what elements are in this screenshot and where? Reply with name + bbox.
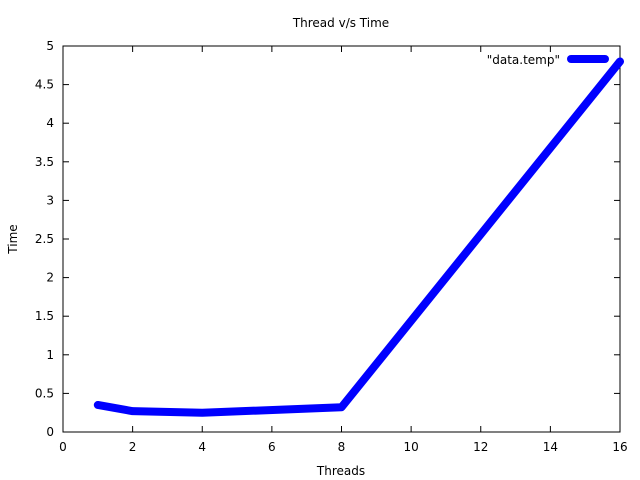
y-tick-label: 5 xyxy=(46,39,54,53)
x-axis-label: Threads xyxy=(316,464,365,478)
x-tick-label: 10 xyxy=(403,440,418,454)
y-tick-label: 0.5 xyxy=(35,386,54,400)
y-tick-label: 0 xyxy=(46,425,54,439)
data-point xyxy=(338,404,345,411)
x-tick-label: 12 xyxy=(473,440,488,454)
legend: "data.temp" xyxy=(487,53,609,67)
x-tick-label: 2 xyxy=(129,440,137,454)
y-axis: 0 0.5 1 1.5 2 2.5 3 3.5 4 4.5 5 xyxy=(35,39,620,439)
data-point xyxy=(129,408,136,415)
data-point xyxy=(94,401,101,408)
x-tick-label: 14 xyxy=(543,440,558,454)
y-tick-label: 4 xyxy=(46,116,54,130)
y-tick-label: 2 xyxy=(46,271,54,285)
y-tick-label: 3 xyxy=(46,193,54,207)
y-tick-label: 1.5 xyxy=(35,309,54,323)
x-tick-label: 0 xyxy=(59,440,67,454)
plot-frame xyxy=(62,45,621,433)
legend-label: "data.temp" xyxy=(487,53,560,67)
x-tick-label: 6 xyxy=(268,440,276,454)
data-point xyxy=(199,409,206,416)
series-layer xyxy=(93,57,624,417)
chart-title: Thread v/s Time xyxy=(292,16,389,30)
y-tick-label: 2.5 xyxy=(35,232,54,246)
x-tick-label: 4 xyxy=(198,440,206,454)
series-line-data-temp xyxy=(93,57,624,417)
y-tick-label: 1 xyxy=(46,348,54,362)
y-axis-label: Time xyxy=(6,224,20,254)
y-tick-label: 3.5 xyxy=(35,155,54,169)
x-axis: 0 2 4 6 8 10 12 14 16 xyxy=(59,46,628,454)
x-tick-label: 16 xyxy=(612,440,627,454)
y-tick-label: 4.5 xyxy=(35,78,54,92)
x-tick-label: 8 xyxy=(338,440,346,454)
data-point xyxy=(617,58,623,65)
